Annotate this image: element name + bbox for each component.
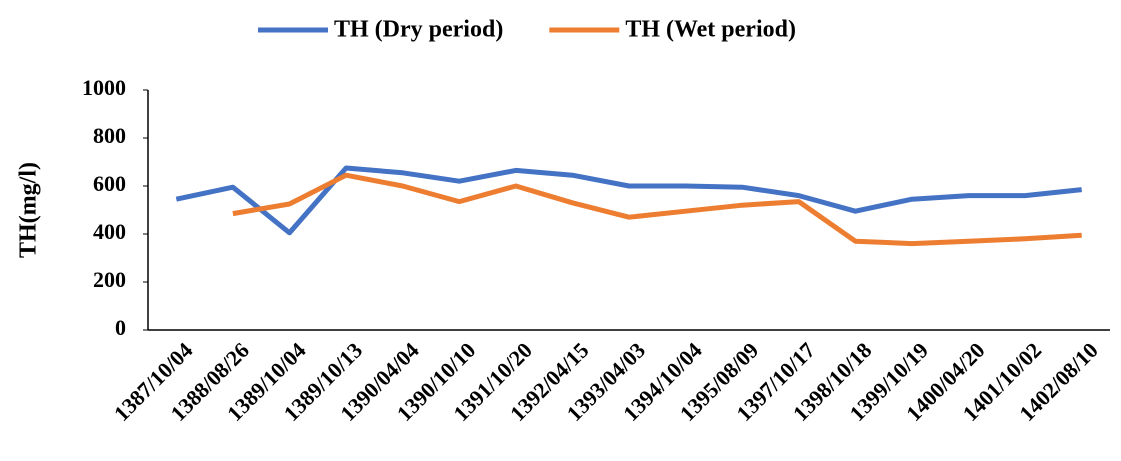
series-line xyxy=(175,165,1082,236)
y-tick-label: 200 xyxy=(93,267,126,292)
y-tick-label: 600 xyxy=(93,171,126,196)
y-tick-label: 400 xyxy=(93,219,126,244)
y-tick-label: 800 xyxy=(93,123,126,148)
y-tick-label: 1000 xyxy=(82,75,126,100)
y-tick-label: 0 xyxy=(115,315,126,340)
y-axis-label: TH(mg/l) xyxy=(16,162,42,258)
series-line xyxy=(232,172,1082,247)
legend-label: TH (Dry period) xyxy=(334,17,503,43)
legend-label: TH (Wet period) xyxy=(625,17,796,43)
